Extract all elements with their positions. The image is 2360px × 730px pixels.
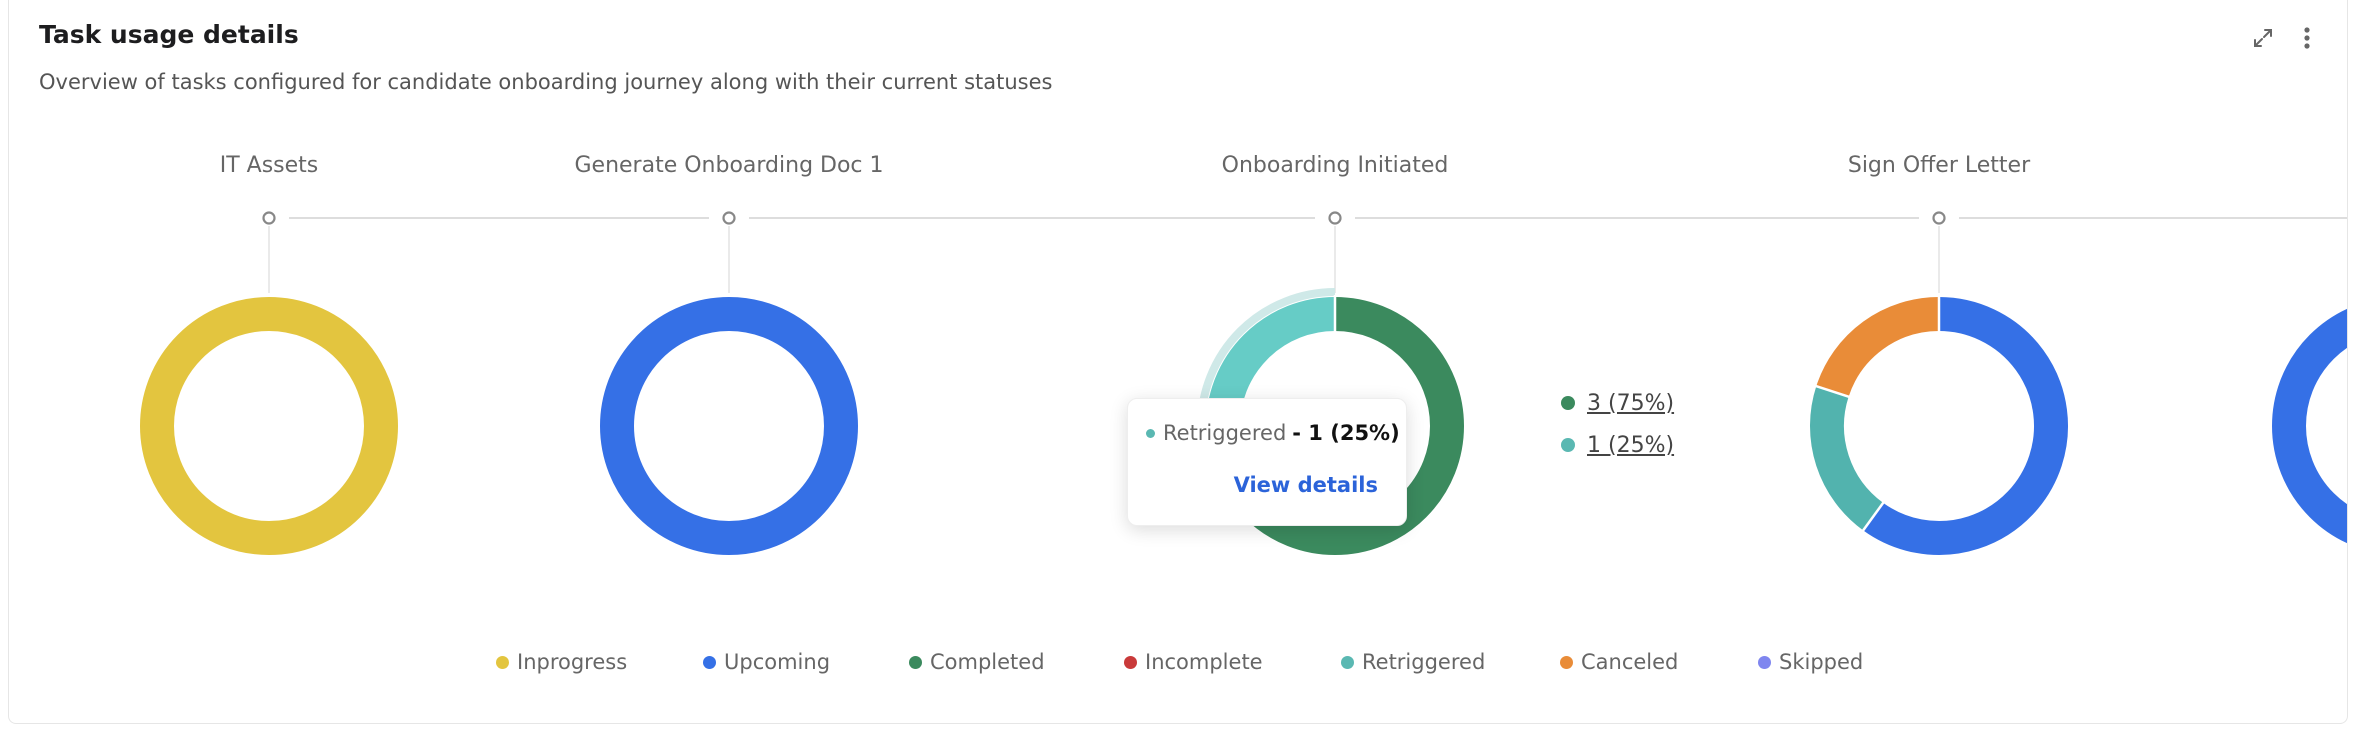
legend-dot [1758,655,1771,669]
donut-slice-retriggered[interactable] [1810,386,1884,531]
tooltip-dot [1146,428,1155,438]
legend-label: Canceled [1581,650,1679,674]
card-title: Task usage details [39,20,299,49]
status-legend: Inprogress Upcoming Completed Incomplete… [9,650,1863,686]
legend-dot [703,655,716,669]
donut-slice-upcoming[interactable] [600,297,858,555]
legend-label: Incomplete [1145,650,1263,674]
legend-item-completed[interactable]: Completed [909,650,1045,674]
stage-label: Sign Offer Letter [1848,153,2031,178]
completed-count-link[interactable]: 3 (75%) [1561,382,1674,424]
legend-item-inprogress[interactable]: Inprogress [496,650,627,674]
legend-dot [496,655,509,669]
stage-label: IT Assets [220,153,319,178]
legend-item-canceled[interactable]: Canceled [1560,650,1678,674]
legend-item-upcoming[interactable]: Upcoming [703,650,830,674]
donut-slice-upcoming[interactable] [1863,297,2068,555]
slice-separator [1814,384,1851,399]
legend-item-incomplete[interactable]: Incomplete [1124,650,1263,674]
donut-slice-upcoming[interactable] [2272,308,2348,544]
legend-dot [909,655,922,669]
view-details-link[interactable]: View details [1233,473,1378,497]
legend-item-skipped[interactable]: Skipped [1758,650,1863,674]
completed-dot [1561,396,1575,410]
onboarding-initiated-legend: 3 (75%) 1 (25%) [1561,382,1674,466]
donut-slice-canceled[interactable] [1816,297,1940,398]
donut-slice-inprogress[interactable] [140,297,398,555]
legend-dot [1341,655,1354,669]
completed-count[interactable]: 3 (75%) [1587,390,1675,416]
retriggered-count-link[interactable]: 1 (25%) [1561,424,1674,466]
expand-icon[interactable] [2245,20,2281,56]
legend-label: Completed [930,650,1045,674]
stage-label: Generate Onboarding Doc 1 [574,153,883,178]
legend-label: Retriggered [1362,650,1486,674]
slice-hover-halo [1197,288,1336,427]
retriggered-dot [1561,438,1575,452]
timeline-chart: IT Assets Generate Onboarding Doc 1 Onboar… [140,153,2348,555]
legend-label: Upcoming [724,650,831,674]
legend-label: Skipped [1779,650,1864,674]
card-subtitle: Overview of tasks configured for candida… [39,70,1053,94]
legend-dot [1560,655,1573,669]
stage-3: Sign Offer Letter [1810,153,2068,555]
stage-0: IT Assets [140,153,398,555]
stage-1: Generate Onboarding Doc 1 [574,153,884,555]
slice-separator [1860,500,1886,533]
tooltip-value: - 1 (25%) [1292,421,1400,445]
stage-4: Swa [2272,308,2348,544]
timeline-node [262,211,276,225]
more-vertical-icon[interactable] [2289,20,2325,56]
tooltip-row: Retriggered - 1 (25%) [1146,421,1400,445]
timeline-node [1328,211,1342,225]
timeline-node [722,211,736,225]
legend-label: Inprogress [517,650,628,674]
chart-tooltip: Retriggered - 1 (25%) View details [1127,398,1407,526]
legend-item-retriggered[interactable]: Retriggered [1341,650,1485,674]
timeline-node [1932,211,1946,225]
tooltip-status: Retriggered [1163,421,1287,445]
stage-label: Onboarding Initiated [1222,153,1449,178]
task-usage-card: Task usage details Overview of tasks con… [8,0,2348,724]
legend-dot [1124,655,1137,669]
retriggered-count[interactable]: 1 (25%) [1587,432,1675,458]
